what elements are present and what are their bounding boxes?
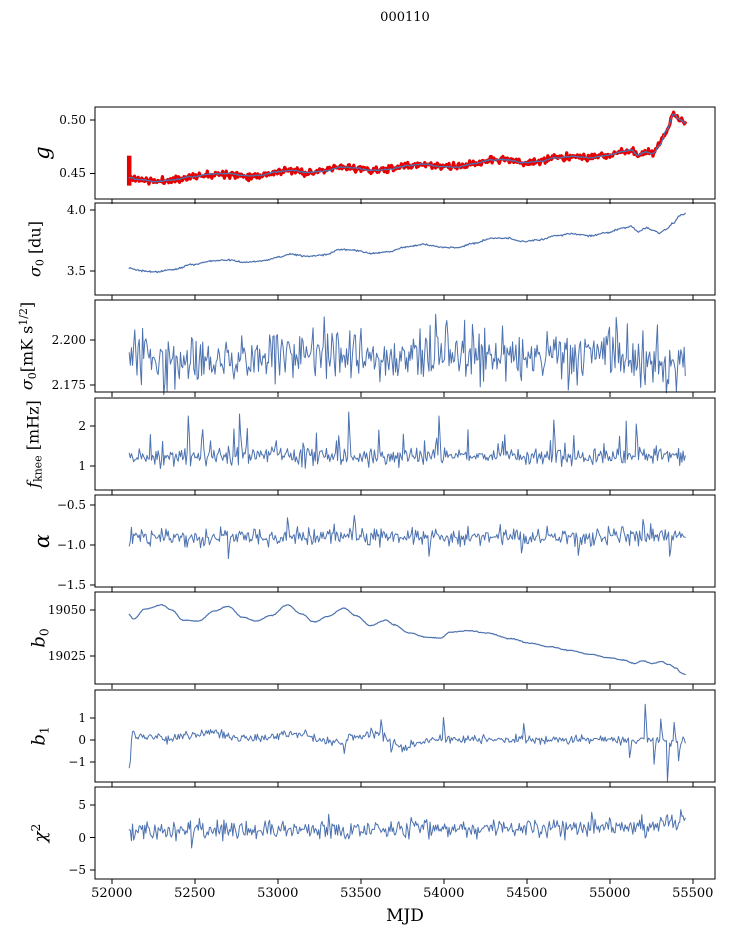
plot-area-fknee — [90, 397, 716, 495]
ylabel-segment: 0 — [33, 259, 47, 267]
y-tick-label: −1 — [68, 754, 86, 769]
axes-frame-g — [94, 106, 716, 200]
series-g-smooth — [128, 113, 686, 183]
y-axis-label-sigma0-du: σ0 [du] — [25, 221, 46, 277]
axes-frame-b0 — [94, 591, 716, 685]
y-tick-label: 2 — [78, 419, 86, 433]
ylabel-segment: [mHz] — [23, 400, 43, 456]
series-b1 — [128, 703, 686, 782]
ylabel-segment: 1/2 — [17, 308, 31, 326]
plot-area-b1 — [90, 689, 716, 787]
series-fknee — [128, 411, 686, 470]
plot-area-sigma0-mK — [90, 299, 716, 397]
y-tick-label: 19050 — [47, 603, 86, 618]
ylabel-segment: 1 — [37, 726, 52, 735]
series-chi2 — [128, 809, 686, 849]
y-tick-label: 3.5 — [66, 263, 86, 278]
ylabel-segment: 2 — [28, 823, 43, 832]
series-sigma0-mK — [128, 313, 686, 396]
plot-area-alpha — [90, 494, 716, 592]
y-tick-label: −1.0 — [56, 538, 86, 552]
ylabel-segment: α — [30, 533, 54, 549]
plot-area-chi2 — [90, 786, 716, 884]
axes-frame-sigma0-du — [94, 202, 716, 296]
y-tick-label: 4.0 — [66, 202, 86, 217]
y-axis-label-chi2: χ2 — [29, 824, 51, 843]
plot-area-b0 — [90, 591, 716, 689]
axes-frame-fknee — [94, 397, 716, 491]
y-axis-label-fknee: fknee [mHz] — [23, 400, 44, 488]
series-g-raw — [127, 110, 687, 186]
ylabel-segment: [mK s — [17, 325, 37, 373]
ylabel-segment: 0 — [25, 372, 39, 380]
ylabel-segment: f — [23, 481, 43, 488]
ylabel-segment: χ — [30, 831, 52, 843]
plot-area-g — [90, 106, 716, 204]
plot-area-sigma0-du — [90, 202, 716, 300]
ylabel-segment: ] — [17, 301, 37, 309]
y-tick-label: 0 — [78, 830, 86, 845]
x-tick-label: 54000 — [423, 886, 465, 901]
series-alpha — [128, 514, 686, 560]
y-tick-label: 19025 — [47, 649, 86, 664]
y-axis-label-b1: b1 — [29, 726, 52, 745]
x-tick-label: 55500 — [672, 886, 714, 901]
figure-title: 000110 — [380, 10, 430, 25]
ylabel-segment: b — [28, 636, 50, 648]
ylabel-segment: knee — [31, 455, 45, 482]
x-tick-label: 55000 — [589, 886, 631, 901]
x-tick-label: 52000 — [91, 886, 133, 901]
y-axis-label-g: g — [30, 146, 54, 159]
y-axis-label-alpha: α — [30, 534, 54, 548]
axes-frame-sigma0-mK — [94, 299, 716, 393]
y-tick-label: −5 — [68, 862, 86, 877]
y-tick-label: −1.5 — [56, 578, 86, 592]
y-tick-label: 5 — [78, 798, 86, 813]
ylabel-segment: σ — [17, 379, 37, 391]
y-tick-label: 0.50 — [59, 112, 86, 127]
ylabel-segment: [du] — [25, 221, 45, 260]
x-tick-label: 54500 — [506, 886, 548, 901]
ylabel-segment: b — [28, 734, 50, 746]
y-tick-label: −0.5 — [56, 498, 86, 512]
ylabel-segment: σ — [25, 266, 45, 277]
x-tick-label: 52500 — [174, 886, 216, 901]
ylabel-segment: 0 — [37, 628, 52, 637]
axes-frame-b1 — [94, 689, 716, 783]
y-tick-label: 1 — [78, 710, 86, 725]
y-tick-label: 2.200 — [51, 333, 86, 348]
y-axis-label-sigma0-mK: σ0[mK s1/2] — [17, 302, 39, 390]
x-tick-label: 53500 — [340, 886, 382, 901]
x-tick-label: 53000 — [257, 886, 299, 901]
series-b0 — [128, 604, 686, 676]
x-axis-label: MJD — [386, 906, 424, 926]
y-tick-label: 1 — [78, 459, 86, 473]
y-tick-label: 0.45 — [59, 166, 86, 181]
axes-frame-chi2 — [94, 786, 716, 880]
y-axis-label-b0: b0 — [29, 628, 52, 647]
y-tick-label: 2.175 — [51, 377, 86, 392]
axes-frame-alpha — [94, 494, 716, 588]
ylabel-segment: g — [30, 146, 54, 160]
y-tick-label: 0 — [78, 732, 86, 747]
series-sigma0-du — [128, 212, 686, 274]
